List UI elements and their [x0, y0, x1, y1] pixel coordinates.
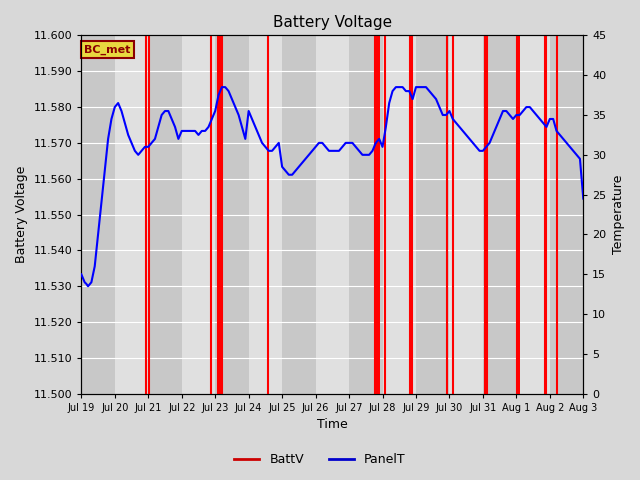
Bar: [249, 36, 282, 394]
Bar: [516, 36, 550, 394]
Bar: [516, 36, 520, 394]
Bar: [416, 36, 449, 394]
Bar: [316, 36, 349, 394]
Bar: [550, 36, 583, 394]
Bar: [483, 36, 516, 394]
Bar: [449, 36, 483, 394]
Bar: [182, 36, 215, 394]
Bar: [81, 36, 115, 394]
Bar: [282, 36, 316, 394]
Legend: BattV, PanelT: BattV, PanelT: [229, 448, 411, 471]
Bar: [374, 36, 380, 394]
Y-axis label: Temperature: Temperature: [612, 175, 625, 254]
Text: BC_met: BC_met: [84, 44, 130, 55]
Y-axis label: Battery Voltage: Battery Voltage: [15, 166, 28, 263]
Bar: [349, 36, 383, 394]
X-axis label: Time: Time: [317, 419, 348, 432]
Bar: [115, 36, 148, 394]
Bar: [148, 36, 182, 394]
Title: Battery Voltage: Battery Voltage: [273, 15, 392, 30]
Bar: [383, 36, 416, 394]
Bar: [215, 36, 249, 394]
